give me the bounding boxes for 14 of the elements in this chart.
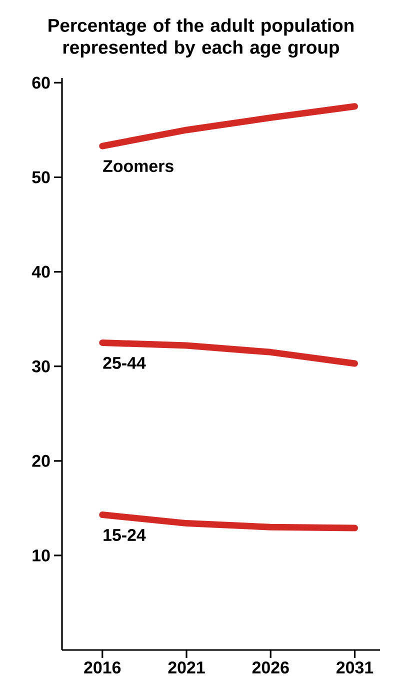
y-tick-label: 30: [32, 360, 50, 372]
series-label: Zoomers: [103, 160, 174, 172]
x-tick-label: 2026: [252, 662, 289, 674]
y-tick-label: 10: [32, 549, 50, 562]
series-label: 15-24: [104, 528, 146, 541]
y-tick-label: 40: [32, 266, 50, 278]
x-tick-label: 2031: [336, 662, 374, 674]
chart-title: Percentage of the adult population represented by each age group: [48, 18, 354, 58]
y-tick-label: 20: [32, 454, 50, 467]
x-tick-label: 2021: [168, 662, 205, 674]
series-label: 25-44: [103, 356, 146, 369]
y-tick-label: 50: [32, 171, 50, 184]
y-tick-label: 60: [32, 76, 50, 89]
x-tick-label: 2016: [84, 662, 121, 674]
